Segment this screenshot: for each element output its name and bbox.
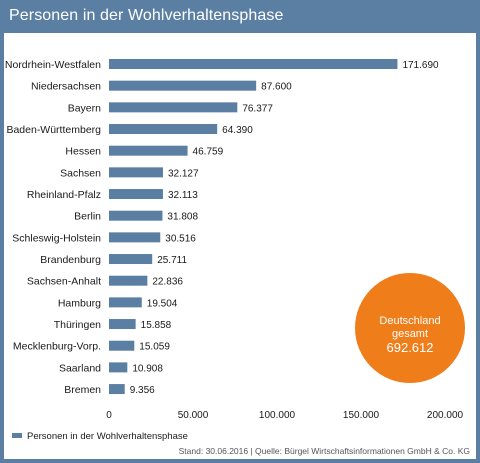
category-label: Bayern — [68, 102, 101, 114]
category-label: Hamburg — [58, 297, 101, 309]
bar-value-label: 87.600 — [261, 82, 292, 93]
bar — [109, 319, 136, 330]
bar-value-label: 10.908 — [132, 363, 163, 374]
bar — [109, 362, 128, 373]
bar — [109, 189, 163, 200]
total-badge: Deutschland gesamt 692.612 — [355, 273, 465, 383]
bar-value-label: 171.690 — [402, 60, 439, 71]
bar-value-label: 32.127 — [168, 168, 199, 179]
bar-value-label: 32.113 — [168, 190, 198, 201]
bar-value-label: 30.516 — [165, 233, 196, 244]
category-label: Hessen — [65, 146, 101, 158]
bar-value-label: 15.059 — [139, 342, 170, 353]
bar — [109, 167, 163, 178]
category-label: Baden-Württemberg — [6, 124, 101, 136]
bar-value-label: 25.711 — [157, 255, 187, 266]
category-label: Brandenburg — [40, 254, 101, 266]
source-note: Stand: 30.06.2016 | Quelle: Bürgel Wirts… — [179, 446, 470, 456]
total-badge-line2: gesamt — [392, 328, 428, 340]
legend: Personen in der Wohlverhaltensphase — [12, 431, 188, 442]
bar-value-label: 76.377 — [242, 103, 273, 114]
x-axis: 0 50.000 100.000 150.000 200.000 — [106, 410, 463, 421]
total-badge-line1: Deutschland — [379, 315, 440, 327]
x-tick-label: 150.000 — [343, 410, 380, 421]
bar-value-label: 19.504 — [147, 298, 178, 309]
category-label: Berlin — [74, 211, 101, 223]
chart-panel — [4, 33, 476, 459]
x-tick-label: 200.000 — [427, 410, 464, 421]
bar — [109, 275, 148, 286]
category-label: Sachsen — [60, 167, 101, 179]
x-tick-label: 50.000 — [178, 410, 209, 421]
category-label: Thüringen — [54, 319, 101, 331]
bar — [109, 232, 161, 243]
chart-title: Personen in der Wohlverhaltensphase — [9, 7, 284, 24]
bar — [109, 210, 163, 221]
bar — [109, 254, 153, 265]
bar-value-label: 22.836 — [152, 277, 183, 288]
x-tick-label: 0 — [106, 410, 112, 421]
bar — [109, 384, 125, 395]
total-badge-circle — [355, 273, 465, 383]
bar — [109, 297, 142, 308]
category-label: Bremen — [64, 384, 101, 396]
category-label: Niedersachsen — [31, 81, 101, 93]
bar — [109, 340, 135, 351]
bar — [109, 80, 257, 91]
bar-value-label: 64.390 — [222, 125, 253, 136]
bar-value-label: 31.808 — [167, 212, 198, 223]
legend-label: Personen in der Wohlverhaltensphase — [27, 431, 188, 442]
bar — [109, 124, 218, 135]
bar — [109, 145, 188, 156]
category-label: Mecklenburg-Vorp. — [13, 341, 101, 353]
bar — [109, 102, 238, 113]
category-label: Saarland — [59, 362, 101, 374]
bar — [109, 59, 398, 69]
bars-group: Nordrhein-Westfalen 171.690 Niedersachsen 8… — [5, 59, 439, 396]
bar-value-label: 15.858 — [141, 320, 172, 331]
x-tick-label: 100.000 — [259, 410, 296, 421]
category-label: Sachsen-Anhalt — [27, 276, 101, 288]
total-badge-value: 692.612 — [387, 340, 434, 355]
bar-value-label: 9.356 — [130, 385, 155, 396]
category-label: Schleswig-Holstein — [12, 232, 101, 244]
legend-swatch — [12, 433, 22, 438]
category-label: Rheinland-Pfalz — [27, 189, 101, 201]
bar-value-label: 46.759 — [193, 147, 224, 158]
category-label: Nordrhein-Westfalen — [5, 59, 101, 71]
